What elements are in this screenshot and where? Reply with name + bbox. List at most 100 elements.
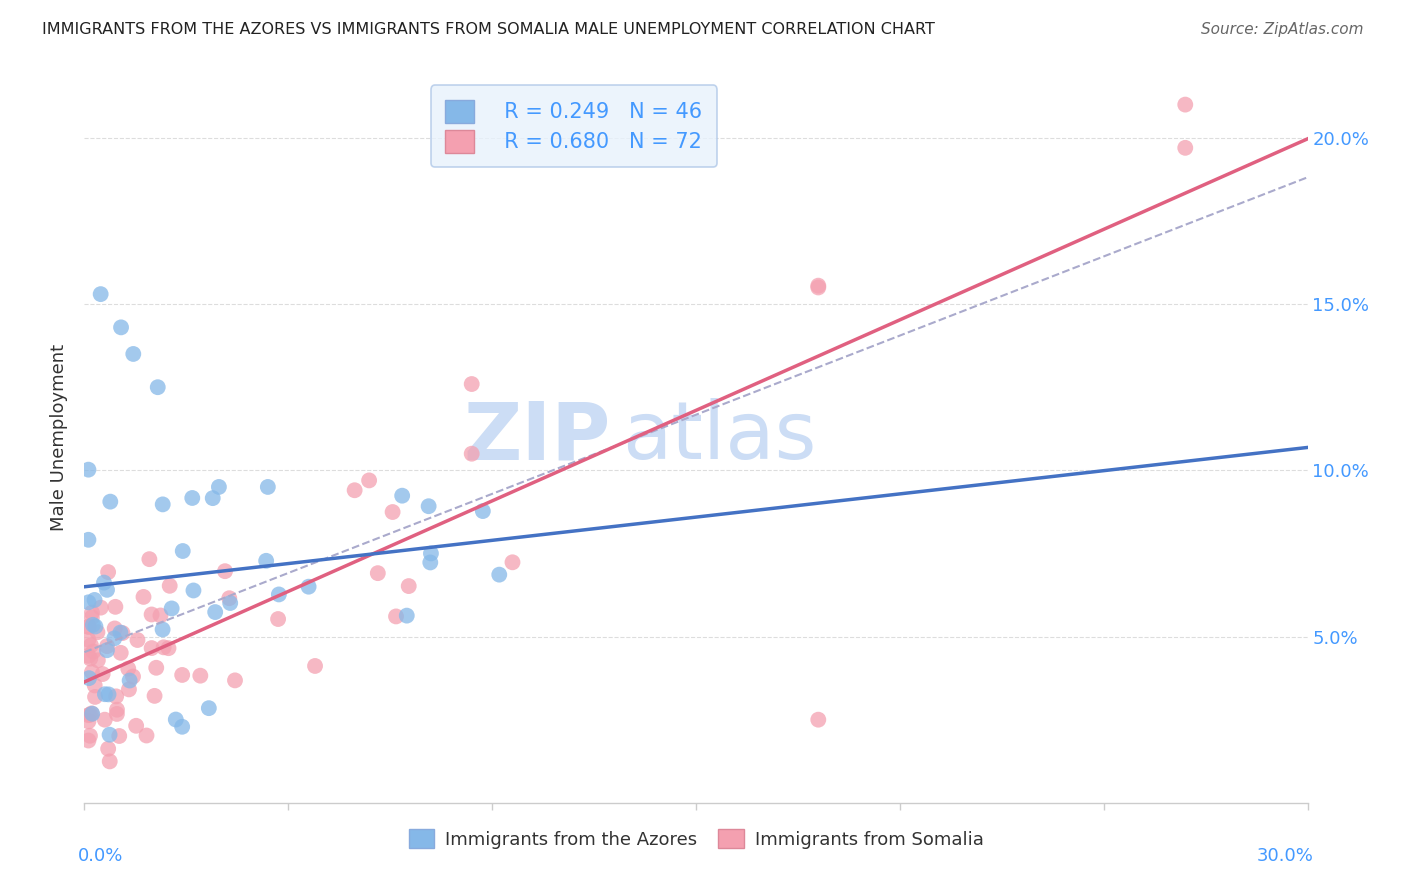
Point <box>138 552 160 566</box>
Point <box>108 729 131 743</box>
Point <box>135 729 157 743</box>
Point <box>149 608 172 623</box>
Point <box>141 641 163 656</box>
Point <box>159 579 181 593</box>
Text: 30.0%: 30.0% <box>1257 847 1313 864</box>
Point <box>83 593 105 607</box>
Point <box>418 500 440 514</box>
Point <box>359 474 381 488</box>
Point <box>502 555 524 569</box>
Point <box>97 565 120 579</box>
Point <box>104 599 127 614</box>
Point <box>219 596 242 610</box>
Point <box>118 682 141 697</box>
Point <box>105 690 128 704</box>
Point <box>420 546 443 560</box>
Point <box>488 567 510 582</box>
Point <box>79 651 101 665</box>
Point <box>172 668 194 682</box>
Point <box>97 687 120 701</box>
Point <box>84 619 107 633</box>
Point <box>172 544 194 558</box>
Point <box>181 491 204 505</box>
Point <box>267 587 290 601</box>
Point <box>257 480 280 494</box>
Point <box>367 566 389 581</box>
Point <box>91 667 114 681</box>
Point <box>87 653 110 667</box>
Point <box>188 668 211 682</box>
Point <box>110 625 132 640</box>
Point <box>93 575 115 590</box>
Point <box>157 641 180 656</box>
Point <box>98 728 121 742</box>
Y-axis label: Male Unemployment: Male Unemployment <box>51 343 69 531</box>
Point <box>93 713 115 727</box>
Point <box>267 612 290 626</box>
Point <box>141 607 163 622</box>
Point <box>80 706 103 721</box>
Point <box>198 701 221 715</box>
Point <box>398 579 420 593</box>
Point <box>77 671 100 685</box>
Legend: Immigrants from the Azores, Immigrants from Somalia: Immigrants from the Azores, Immigrants f… <box>401 822 991 856</box>
Point <box>125 719 148 733</box>
Point <box>111 626 134 640</box>
Point <box>80 606 103 620</box>
Point <box>343 483 366 498</box>
Point <box>214 564 236 578</box>
Point <box>145 661 167 675</box>
Point <box>110 320 132 334</box>
Point <box>152 640 174 655</box>
Point <box>419 556 441 570</box>
Point <box>105 706 128 721</box>
Point <box>172 720 194 734</box>
Point <box>77 708 100 723</box>
Point <box>82 617 104 632</box>
Point <box>77 463 100 477</box>
Point <box>90 600 112 615</box>
Point <box>143 689 166 703</box>
Point <box>807 713 830 727</box>
Point <box>461 377 484 392</box>
Point <box>122 669 145 683</box>
Point <box>110 646 132 660</box>
Point <box>152 623 174 637</box>
Point <box>132 590 155 604</box>
Point <box>385 609 408 624</box>
Text: Source: ZipAtlas.com: Source: ZipAtlas.com <box>1201 22 1364 37</box>
Point <box>97 741 120 756</box>
Text: 0.0%: 0.0% <box>79 847 124 864</box>
Point <box>224 673 246 688</box>
Point <box>1174 141 1197 155</box>
Point <box>80 610 103 624</box>
Point <box>165 713 187 727</box>
Point <box>391 489 413 503</box>
Point <box>118 673 141 688</box>
Point <box>98 755 121 769</box>
Point <box>80 665 103 679</box>
Point <box>80 638 103 652</box>
Point <box>105 703 128 717</box>
Point <box>77 648 100 663</box>
Point <box>96 582 118 597</box>
Text: IMMIGRANTS FROM THE AZORES VS IMMIGRANTS FROM SOMALIA MALE UNEMPLOYMENT CORRELAT: IMMIGRANTS FROM THE AZORES VS IMMIGRANTS… <box>42 22 935 37</box>
Point <box>204 605 226 619</box>
Point <box>461 447 484 461</box>
Point <box>201 491 224 505</box>
Text: atlas: atlas <box>623 398 817 476</box>
Point <box>152 497 174 511</box>
Point <box>79 707 101 722</box>
Point <box>77 595 100 609</box>
Point <box>79 729 101 743</box>
Point <box>1174 97 1197 112</box>
Point <box>183 583 205 598</box>
Point <box>208 480 231 494</box>
Point <box>77 632 100 647</box>
Point <box>117 662 139 676</box>
Point <box>104 622 127 636</box>
Point <box>298 580 321 594</box>
Point <box>146 380 169 394</box>
Point <box>381 505 404 519</box>
Point <box>304 659 326 673</box>
